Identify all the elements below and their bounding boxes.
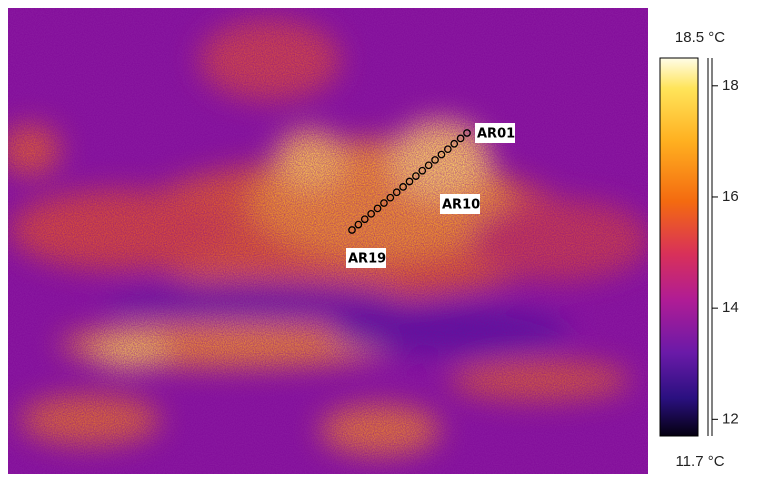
marker-label: AR10	[442, 198, 480, 213]
marker-label: AR01	[477, 127, 515, 142]
tick-label: 16	[722, 188, 739, 205]
marker-label: AR19	[348, 252, 386, 267]
tick-label: 18	[722, 77, 739, 94]
tick-label: 14	[722, 299, 739, 316]
max-label: 18.5 °C	[675, 29, 725, 46]
tick-label: 12	[722, 410, 739, 427]
thermal-image	[0, 8, 650, 474]
color-bar	[660, 58, 698, 436]
min-label: 11.7 °C	[675, 453, 724, 470]
thermal-view: 18.5 °C 11.7 °C AR01 AR10 AR19 12 14 16 18	[0, 0, 766, 483]
